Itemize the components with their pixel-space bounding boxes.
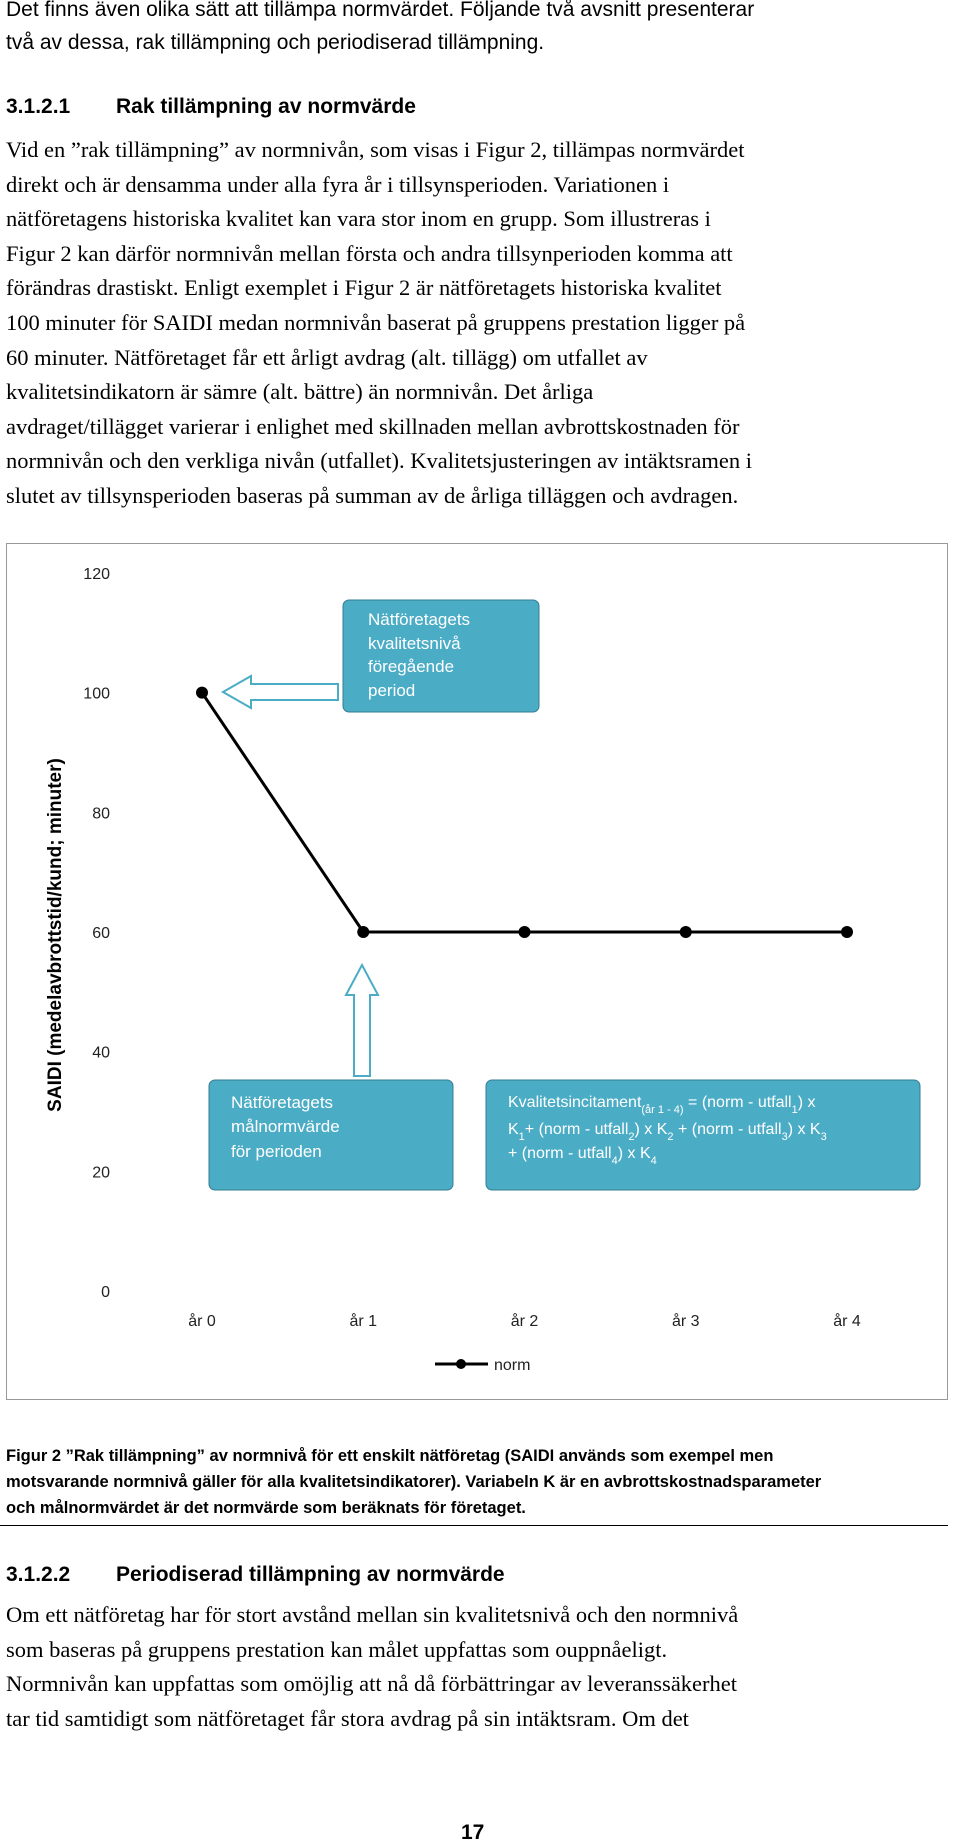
- x-tick-label: år 1: [349, 1312, 377, 1330]
- callout-text: målnormvärde: [231, 1117, 340, 1136]
- callout-text: Nätföretagets: [368, 610, 470, 629]
- callout: [342, 599, 540, 713]
- formula-part: (år 1 - 4): [641, 1104, 683, 1116]
- text-line: tar tid samtidigt som nätföretaget får s…: [6, 1705, 689, 1731]
- text-line: nätföretagens historiska kvalitet kan va…: [6, 206, 711, 232]
- text-line: Normnivån kan uppfattas som omöjlig att …: [6, 1671, 738, 1697]
- formula-part: + (norm - utfall: [525, 1121, 629, 1138]
- callout: [208, 1079, 454, 1191]
- formula-part: Kvalitetsincitament: [508, 1094, 642, 1111]
- text-line: normnivån och den verkliga nivån (utfall…: [6, 448, 753, 474]
- formula: K1+ (norm - utfall2) x K2 + (norm - utfa…: [508, 1121, 827, 1143]
- text-line: Om ett nätföretag har för stort avstånd …: [6, 1602, 739, 1627]
- text-line: två av dessa, rak tillämpning och period…: [6, 31, 545, 54]
- legend-label: norm: [494, 1357, 530, 1374]
- text-line: direkt och är densamma under alla fyra å…: [6, 171, 670, 197]
- text-line: motsvarande normnivå gäller för alla kva…: [6, 1473, 822, 1491]
- legend-marker: [456, 1359, 466, 1369]
- text-line: Det finns även olika sätt att tillämpa n…: [6, 0, 755, 21]
- arrow: [220, 674, 339, 710]
- heading: 17: [461, 1821, 485, 1844]
- formula-part: 4: [612, 1155, 618, 1167]
- callout: [485, 1079, 921, 1191]
- point: [196, 686, 208, 699]
- formula-part: ) x K: [618, 1145, 651, 1162]
- text-line: som baseras på gruppens prestation kan m…: [6, 1636, 668, 1662]
- point: [841, 926, 853, 938]
- text-line: Vid en ”rak tillämpning” av normnivån, s…: [6, 137, 745, 162]
- y-tick-label: 80: [92, 805, 110, 822]
- y-tick-label: 40: [92, 1045, 110, 1062]
- point: [357, 926, 370, 938]
- text-line: 60 minuter. Nätföretaget får ett årligt …: [6, 344, 648, 370]
- heading: Periodiserad tillämpning av normvärde: [116, 1563, 505, 1586]
- y-tick-label: 20: [92, 1164, 110, 1181]
- text-line: slutet av tillsynsperioden baseras på su…: [6, 483, 739, 508]
- formula-part: 3: [782, 1131, 788, 1143]
- text-line: kvalitetsindikatorn är sämre (alt. bättr…: [6, 379, 594, 405]
- text-line: förändras drastiskt. Enligt exemplet i F…: [6, 275, 722, 301]
- x-tick-label: år 0: [188, 1312, 216, 1330]
- text-line: 100 minuter för SAIDI medan normnivån ba…: [6, 310, 746, 335]
- point: [518, 926, 531, 938]
- heading: Rak tillämpning av normvärde: [116, 95, 416, 118]
- arrow: [344, 962, 380, 1077]
- formula: Kvalitetsincitament(år 1 - 4) = (norm - …: [508, 1094, 816, 1116]
- callout-text: kvalitetsnivå: [368, 634, 461, 653]
- y-axis-label: SAIDI (medelavbrottstid/kund; minuter): [45, 758, 66, 1112]
- y-tick-label: 60: [92, 925, 110, 942]
- y-tick-label: 120: [83, 566, 110, 583]
- formula-part: ) x K: [635, 1121, 668, 1138]
- formula-part: ) x: [798, 1094, 816, 1111]
- callout-text: Nätföretagets: [231, 1093, 333, 1112]
- formula-part: ) x K: [788, 1121, 821, 1138]
- chart: 0 20 40 60 80 100 120 år 0 år 1 år 2 år 3 år 4 SAIDI…: [6, 543, 948, 1400]
- x-tick-label: år 3: [672, 1312, 700, 1330]
- heading: 3.1.2.1: [6, 95, 71, 118]
- callout-text: föregående: [368, 657, 454, 676]
- formula-part: 4: [651, 1155, 657, 1167]
- formula-part: 1: [792, 1104, 798, 1116]
- text-line: Figur 2 ”Rak tillämpning” av normnivå fö…: [6, 1447, 774, 1465]
- heading: 3.1.2.2: [6, 1563, 71, 1586]
- formula-part: = (norm - utfall: [684, 1094, 792, 1111]
- text-line: Figur 2 kan därför normnivån mellan förs…: [6, 240, 733, 266]
- y-tick-label: 100: [83, 686, 110, 703]
- formula-part: 3: [821, 1131, 827, 1143]
- formula-part: K: [508, 1121, 519, 1138]
- formula: + (norm - utfall4) x K4: [508, 1145, 657, 1167]
- formula-part: 2: [667, 1131, 673, 1143]
- formula-part: 1: [519, 1131, 525, 1143]
- text-line: avdraget/tillägget varierar i enlighet m…: [6, 413, 740, 439]
- callout-text: period: [368, 681, 415, 700]
- point: [679, 926, 692, 938]
- y-tick-label: 0: [101, 1284, 110, 1301]
- formula-part: + (norm - utfall: [508, 1145, 612, 1162]
- text-line: och målnormvärdet är det normvärde som b…: [6, 1499, 526, 1517]
- rule: [0, 1525, 948, 1526]
- formula-part: + (norm - utfall: [674, 1121, 782, 1138]
- callout-text: för perioden: [231, 1142, 322, 1161]
- x-tick-label: år 2: [511, 1312, 539, 1330]
- x-tick-label: år 4: [833, 1312, 861, 1330]
- formula-part: 2: [628, 1131, 634, 1143]
